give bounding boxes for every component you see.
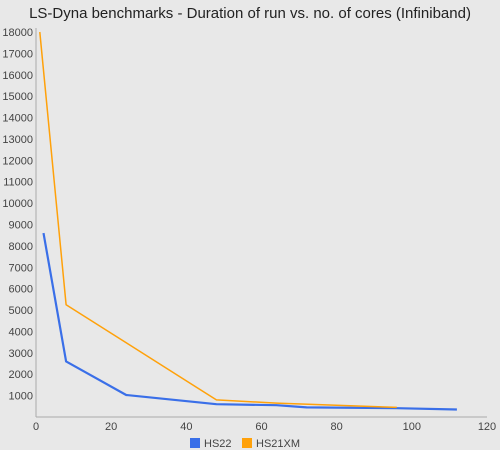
legend-swatch-hs21xm <box>242 438 252 448</box>
y-tick-label: 11000 <box>3 177 33 189</box>
y-tick-label: 16000 <box>2 70 33 82</box>
y-tick-label: 10000 <box>2 198 33 210</box>
y-tick-label: 13000 <box>2 134 33 146</box>
y-axis: 1000 2000 3000 4000 5000 6000 7000 8000 9000 1000… <box>2 27 33 403</box>
x-tick-label: 20 <box>105 421 117 433</box>
series-line-hs22 <box>42 232 457 411</box>
y-tick-label: 18000 <box>2 27 33 39</box>
y-tick-label: 17000 <box>2 48 33 60</box>
x-tick-label: 0 <box>33 421 39 433</box>
y-tick-label: 3000 <box>9 348 33 360</box>
legend-label-hs22: HS22 <box>204 438 232 450</box>
x-tick-label: 100 <box>403 421 421 433</box>
legend-label-hs21xm: HS21XM <box>256 438 300 450</box>
y-tick-label: 8000 <box>9 241 33 253</box>
x-tick-label: 60 <box>255 421 267 433</box>
y-tick-label: 12000 <box>2 155 33 167</box>
y-tick-label: 5000 <box>9 305 33 317</box>
y-tick-label: 4000 <box>9 326 33 338</box>
x-axis: 0 20 40 60 80 100 120 <box>33 421 496 433</box>
y-tick-label: 14000 <box>2 113 33 125</box>
series-layer <box>39 31 457 411</box>
chart-title: LS-Dyna benchmarks - Duration of run vs.… <box>29 5 471 22</box>
x-tick-label: 120 <box>478 421 496 433</box>
y-tick-label: 6000 <box>9 284 33 296</box>
legend: HS22 HS21XM <box>190 438 300 450</box>
y-tick-label: 15000 <box>2 91 33 103</box>
y-tick-label: 1000 <box>9 391 33 403</box>
series-line-hs21xm <box>39 31 397 409</box>
y-tick-label: 2000 <box>9 369 33 381</box>
y-tick-label: 9000 <box>9 220 33 232</box>
plot-area <box>35 28 487 418</box>
y-tick-label: 7000 <box>9 262 33 274</box>
x-tick-label: 80 <box>331 421 343 433</box>
x-tick-label: 40 <box>180 421 192 433</box>
legend-swatch-hs22 <box>190 438 200 448</box>
